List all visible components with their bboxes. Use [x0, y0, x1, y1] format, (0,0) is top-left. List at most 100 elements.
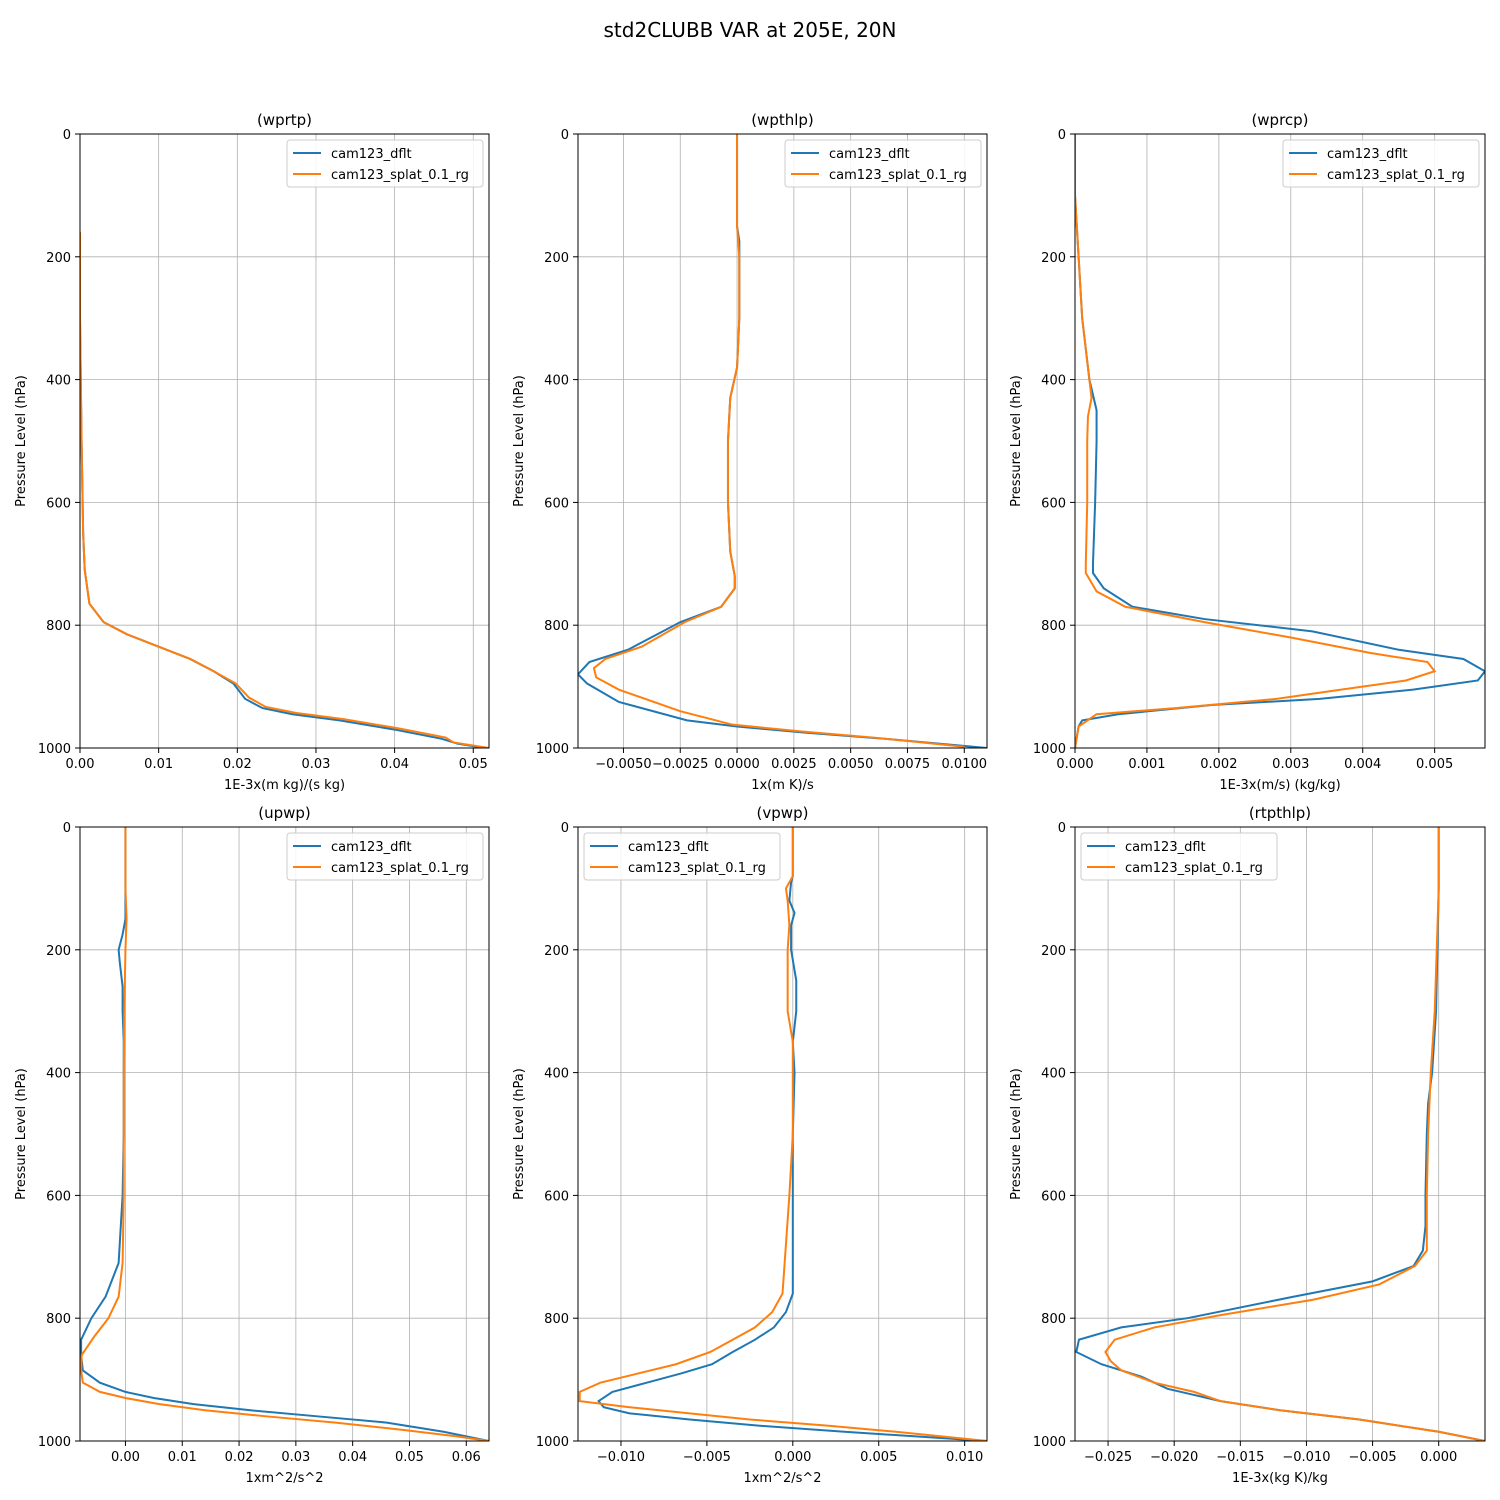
- y-tick-label: 400: [544, 374, 569, 389]
- y-tick-label: 200: [1041, 944, 1066, 959]
- legend-entry: cam123_splat_0.1_rg: [829, 168, 967, 183]
- series-line-dflt: [578, 134, 987, 748]
- y-tick-label: 1000: [38, 1435, 71, 1450]
- y-axis-label: Pressure Level (hPa): [512, 375, 527, 507]
- y-tick-label: 1000: [1033, 742, 1066, 757]
- x-tick-label: 0.02: [223, 757, 252, 772]
- x-tick-label: 0.010: [946, 1450, 983, 1465]
- y-tick-label: 600: [1041, 1189, 1066, 1204]
- y-tick-label: 0: [561, 821, 569, 836]
- y-tick-label: 800: [1041, 1312, 1066, 1327]
- x-tick-label: 0.0075: [885, 757, 931, 772]
- y-axis-label: Pressure Level (hPa): [14, 375, 29, 507]
- y-tick-label: 400: [46, 1067, 71, 1082]
- x-axis-label: 1xm^2/s^2: [245, 1471, 323, 1486]
- subplot-title: (rtpthlp): [1249, 804, 1311, 822]
- y-tick-label: 0: [1058, 128, 1066, 143]
- x-tick-label: −0.015: [1216, 1450, 1264, 1465]
- legend-entry: cam123_dflt: [628, 840, 709, 855]
- y-tick-label: 600: [46, 1189, 71, 1204]
- y-tick-label: 0: [63, 821, 71, 836]
- x-tick-label: 0.000: [1420, 1450, 1457, 1465]
- x-tick-label: 0.00: [66, 757, 95, 772]
- y-tick-label: 400: [544, 1067, 569, 1082]
- x-tick-label: 0.03: [301, 757, 330, 772]
- x-tick-label: 0.003: [1272, 757, 1309, 772]
- axes-frame: [79, 826, 490, 1442]
- legend-entry: cam123_dflt: [1327, 147, 1408, 162]
- x-tick-label: −0.0050: [595, 757, 651, 772]
- y-tick-label: 200: [1041, 251, 1066, 266]
- x-tick-label: 0.04: [380, 757, 409, 772]
- axes-frame: [1074, 133, 1486, 749]
- y-tick-label: 400: [1041, 374, 1066, 389]
- x-tick-label: 0.05: [395, 1450, 424, 1465]
- x-tick-label: 0.001: [1128, 757, 1165, 772]
- subplot-3: 0.00 0.01 0.02 0.03 0.04 0.05 0.06 0 200 400 600 80…: [14, 804, 490, 1486]
- legend-box: [1282, 139, 1480, 188]
- legend-box: [286, 139, 484, 188]
- y-tick-label: 0: [561, 128, 569, 143]
- y-tick-label: 1000: [536, 1435, 569, 1450]
- series-line-splat: [592, 134, 965, 748]
- x-tick-label: 0.0050: [828, 757, 874, 772]
- series-line-splat: [80, 827, 489, 1441]
- y-tick-label: 200: [544, 251, 569, 266]
- series-line-splat: [1075, 134, 1437, 748]
- legend: cam123_dflt cam123_splat_0.1_rg: [286, 139, 484, 188]
- axes-frame: [1074, 826, 1486, 1442]
- legend: cam123_dflt cam123_splat_0.1_rg: [784, 139, 982, 188]
- y-tick-label: 400: [1041, 1067, 1066, 1082]
- y-axis-label: Pressure Level (hPa): [512, 1068, 527, 1200]
- x-tick-label: 0.01: [144, 757, 173, 772]
- y-tick-label: 400: [46, 374, 71, 389]
- x-tick-label: −0.020: [1150, 1450, 1198, 1465]
- legend: cam123_dflt cam123_splat_0.1_rg: [583, 832, 781, 881]
- subplot-1: −0.0050 −0.0025 0.0000 0.0025 0.0050 0.0075 0.…: [512, 111, 988, 793]
- legend-entry: cam123_dflt: [331, 840, 412, 855]
- y-axis-label: Pressure Level (hPa): [14, 1068, 29, 1200]
- legend: cam123_dflt cam123_splat_0.1_rg: [1282, 139, 1480, 188]
- subplot-0: 0.00 0.01 0.02 0.03 0.04 0.05 0 200 400 600 800 100…: [14, 111, 490, 793]
- x-tick-label: 0.000: [774, 1450, 811, 1465]
- x-tick-label: 0.0000: [714, 757, 760, 772]
- x-tick-label: 0.05: [459, 757, 488, 772]
- x-tick-label: −0.010: [597, 1450, 645, 1465]
- y-axis-label: Pressure Level (hPa): [1009, 1068, 1024, 1200]
- x-tick-label: 0.000: [1056, 757, 1093, 772]
- y-tick-label: 1000: [536, 742, 569, 757]
- x-axis-label: 1E-3x(kg K)/kg: [1232, 1471, 1328, 1486]
- y-tick-label: 800: [46, 619, 71, 634]
- legend: cam123_dflt cam123_splat_0.1_rg: [286, 832, 484, 881]
- y-tick-label: 800: [46, 1312, 71, 1327]
- x-tick-label: 0.004: [1344, 757, 1381, 772]
- legend-box: [1080, 832, 1278, 881]
- y-tick-label: 800: [544, 619, 569, 634]
- legend-entry: cam123_splat_0.1_rg: [628, 861, 766, 876]
- y-tick-label: 600: [544, 496, 569, 511]
- figure-suptitle: std2CLUBB VAR at 205E, 20N: [604, 18, 897, 42]
- y-tick-label: 1000: [38, 742, 71, 757]
- x-tick-label: −0.010: [1282, 1450, 1330, 1465]
- x-tick-label: 0.06: [452, 1450, 481, 1465]
- legend-entry: cam123_splat_0.1_rg: [1125, 861, 1263, 876]
- x-axis-label: 1E-3x(m/s) (kg/kg): [1219, 778, 1340, 793]
- subplot-title: (vpwp): [757, 804, 809, 822]
- legend-entry: cam123_splat_0.1_rg: [1327, 168, 1465, 183]
- legend-entry: cam123_dflt: [331, 147, 412, 162]
- y-axis-label: Pressure Level (hPa): [1009, 375, 1024, 507]
- x-tick-label: 0.00: [111, 1450, 140, 1465]
- series-line-splat: [578, 827, 987, 1441]
- axes-frame: [577, 826, 988, 1442]
- y-tick-label: 800: [1041, 619, 1066, 634]
- x-tick-label: 0.02: [225, 1450, 254, 1465]
- x-tick-label: 0.03: [281, 1450, 310, 1465]
- x-tick-label: −0.025: [1084, 1450, 1132, 1465]
- y-tick-label: 0: [63, 128, 71, 143]
- x-tick-label: 0.04: [338, 1450, 367, 1465]
- y-tick-label: 200: [544, 944, 569, 959]
- y-tick-label: 200: [46, 944, 71, 959]
- subplot-title: (upwp): [258, 804, 311, 822]
- y-tick-label: 600: [1041, 496, 1066, 511]
